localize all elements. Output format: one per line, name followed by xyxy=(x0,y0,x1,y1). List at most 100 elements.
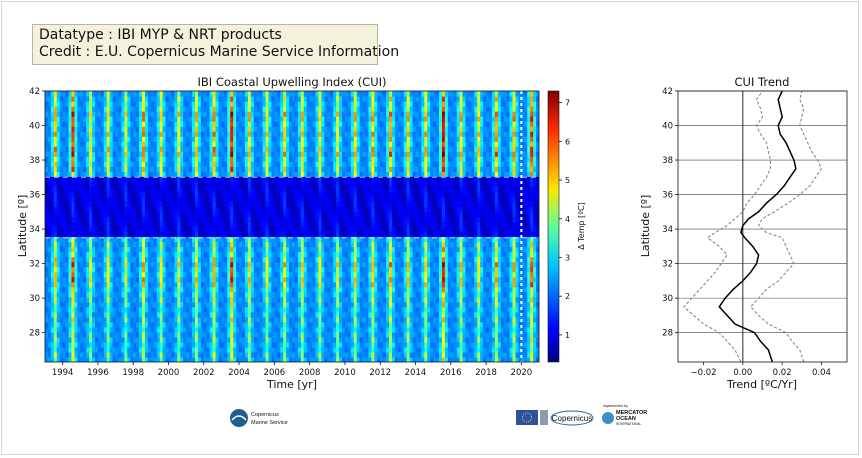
heatmap-cell xyxy=(68,141,73,147)
heatmap-cell xyxy=(124,331,128,338)
heatmap-cell xyxy=(62,201,67,208)
heatmap-cell xyxy=(239,166,243,172)
heatmap-cell xyxy=(77,306,81,313)
heatmap-cell xyxy=(209,221,214,228)
heatmap-cell xyxy=(230,116,234,122)
heatmap-cell xyxy=(274,171,278,177)
heatmap-cell xyxy=(183,276,187,283)
heatmap-cell xyxy=(127,246,131,253)
heatmap-cell xyxy=(221,256,225,263)
heatmap-cell xyxy=(259,346,264,353)
heatmap-cell xyxy=(215,291,220,298)
heatmap-cell xyxy=(183,121,187,127)
heatmap-cell xyxy=(192,226,196,233)
heatmap-cell xyxy=(297,186,302,192)
heatmap-cell xyxy=(130,151,134,157)
heatmap-cell xyxy=(147,206,152,213)
heatmap-cell xyxy=(289,196,293,203)
heatmap-cell xyxy=(92,221,96,228)
heatmap-cell xyxy=(180,236,184,243)
heatmap-cell xyxy=(168,341,173,348)
heatmap-cell xyxy=(312,196,317,203)
heatmap-cell xyxy=(121,241,125,248)
heatmap-cell xyxy=(280,181,284,187)
heatmap-cell xyxy=(197,131,202,137)
heatmap-cell xyxy=(271,111,275,117)
heatmap-cell xyxy=(294,321,299,328)
heatmap-cell xyxy=(239,171,243,177)
heatmap-cell xyxy=(109,256,114,263)
heatmap-cell xyxy=(45,276,49,283)
heatmap-cell xyxy=(180,231,184,238)
heatmap-cell xyxy=(106,136,111,142)
heatmap-cell xyxy=(224,221,228,228)
heatmap-cell xyxy=(74,146,78,152)
heatmap-cell xyxy=(286,346,290,353)
heatmap-cell xyxy=(300,236,305,243)
heatmap-cell xyxy=(271,261,275,268)
heatmap-cell xyxy=(71,126,75,132)
heatmap-cell xyxy=(144,131,149,137)
heatmap-cell xyxy=(265,211,270,218)
heatmap-cell xyxy=(218,286,223,293)
heatmap-cell xyxy=(150,111,155,117)
heatmap-cell xyxy=(136,296,140,303)
heatmap-cell xyxy=(280,331,284,338)
heatmap-cell xyxy=(89,296,93,303)
heatmap-cell xyxy=(180,101,184,107)
heatmap-cell xyxy=(159,156,164,162)
heatmap-cell xyxy=(156,171,161,177)
heatmap-cell xyxy=(100,341,105,348)
heatmap-cell xyxy=(115,156,120,162)
heatmap-cell xyxy=(309,331,314,338)
heatmap-cell xyxy=(124,251,128,258)
heatmap-cell xyxy=(165,276,170,283)
heatmap-cell xyxy=(194,296,199,303)
credit-text: Credit : E.U. Copernicus Marine Service … xyxy=(39,44,400,60)
heatmap-cell xyxy=(233,141,237,147)
heatmap-cell xyxy=(118,266,123,273)
heatmap-cell xyxy=(124,351,128,358)
heatmap-cell xyxy=(306,201,311,208)
heatmap-cell xyxy=(212,351,217,358)
heatmap-cell xyxy=(77,236,81,243)
heatmap-cell xyxy=(62,156,67,162)
heatmap-cell xyxy=(150,356,155,362)
heatmap-cell xyxy=(142,111,146,117)
heatmap-cell xyxy=(156,101,161,107)
heatmap-cell xyxy=(71,196,75,203)
heatmap-cell xyxy=(274,241,278,248)
heatmap-cell xyxy=(180,341,184,348)
heatmap-cell xyxy=(50,126,55,132)
heatmap-cell xyxy=(227,126,231,132)
heatmap-cell xyxy=(89,251,93,258)
heatmap-cell xyxy=(103,126,108,132)
heatmap-cell xyxy=(233,196,237,203)
heatmap-cell xyxy=(159,191,164,197)
heatmap-cell xyxy=(289,321,293,328)
heatmap-cell xyxy=(192,166,196,172)
heatmap-cell xyxy=(127,316,131,323)
heatmap-cell xyxy=(303,241,308,248)
heatmap-cell xyxy=(303,121,308,127)
heatmap-cell xyxy=(303,226,308,233)
heatmap-cell xyxy=(171,311,175,318)
heatmap-cell xyxy=(283,231,287,238)
heatmap-cell xyxy=(209,161,214,167)
heatmap-cell xyxy=(56,106,61,112)
heatmap-cell xyxy=(200,191,205,197)
heatmap-cell xyxy=(147,301,152,308)
heatmap-cell xyxy=(227,356,231,362)
heatmap-cell xyxy=(97,326,102,333)
heatmap-cell xyxy=(45,286,49,293)
heatmap-cell xyxy=(100,151,105,157)
heatmap-cell xyxy=(50,236,55,243)
heatmap-cell xyxy=(124,111,128,117)
heatmap-cell xyxy=(200,261,205,268)
heatmap-cell xyxy=(153,186,158,192)
heatmap-cell xyxy=(206,256,211,263)
heatmap-cell xyxy=(89,131,93,137)
heatmap-cell xyxy=(136,141,140,147)
heatmap-cell xyxy=(292,306,296,313)
heatmap-cell xyxy=(47,96,52,102)
